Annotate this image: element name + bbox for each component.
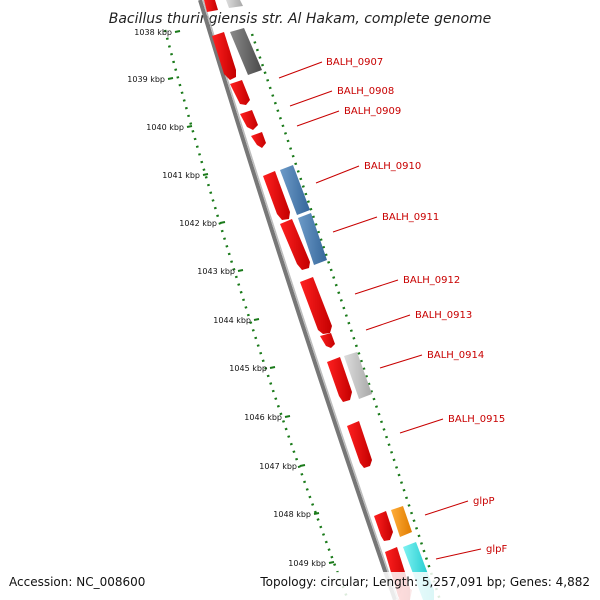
kbp-tick: [219, 221, 226, 224]
gene-arrow: [230, 80, 250, 105]
gene-arrow-blue: [280, 165, 310, 215]
gene-arrow-blue: [298, 213, 327, 265]
kbp-tick: [328, 561, 335, 564]
gene-label-connector: [315, 165, 360, 184]
gene-arrow: [300, 277, 332, 334]
gene-label[interactable]: BALH_0913: [415, 310, 472, 321]
gene-label-connector: [424, 500, 469, 516]
gene-label[interactable]: BALH_0912: [403, 275, 460, 286]
gene-label-connector: [399, 418, 444, 434]
kbp-label: 1043 kbp: [197, 267, 235, 276]
gene-label-connector: [278, 61, 323, 79]
gene-arrow: [320, 333, 335, 348]
kbp-tick: [202, 173, 209, 176]
gene-label[interactable]: BALH_0914: [427, 350, 484, 361]
kbp-labels: 1038 kbp 1039 kbp 1040 kbp 1041 kbp 1042 kbp…: [127, 28, 335, 568]
gene-arrow: [212, 32, 236, 80]
gene-arrow-gray: [226, 0, 243, 8]
genome-summary-text: Topology: circular; Length: 5,257,091 bp…: [259, 575, 590, 589]
gene-label-connector: [365, 314, 411, 331]
kbp-label: 1040 kbp: [146, 123, 184, 132]
gene-label[interactable]: BALH_0910: [364, 161, 421, 172]
gene-labels: BALH_0907 BALH_0908 BALH_0909 BALH_0910 BALH…: [278, 57, 507, 560]
kbp-tick: [174, 30, 181, 33]
kbp-label: 1046 kbp: [244, 413, 282, 422]
kbp-label: 1041 kbp: [162, 171, 200, 180]
gene-label-connector: [332, 216, 378, 233]
kbp-label: 1042 kbp: [179, 219, 217, 228]
kbp-tick: [284, 415, 291, 418]
kbp-tick: [237, 269, 244, 272]
footer-bg: [0, 572, 600, 600]
gene-label[interactable]: BALH_0911: [382, 212, 439, 223]
gene-label-connector: [354, 279, 399, 295]
kbp-label: 1047 kbp: [259, 462, 297, 471]
gene-arrow-gray: [344, 352, 372, 399]
gene-arrow: [347, 421, 372, 468]
kbp-label: 1048 kbp: [273, 510, 311, 519]
kbp-tick: [299, 464, 306, 467]
gene-arrow: [240, 110, 258, 130]
kbp-tick: [186, 125, 193, 128]
kbp-tick-track: [163, 29, 350, 600]
kbp-tick: [253, 318, 260, 321]
kbp-tick: [167, 77, 174, 80]
gene-label[interactable]: BALH_0908: [337, 86, 394, 97]
kbp-tick: [269, 366, 276, 369]
kbp-label: 1039 kbp: [127, 75, 165, 84]
gene-label[interactable]: glpP: [473, 496, 495, 507]
gene-features: [204, 0, 434, 600]
gene-arrow: [251, 132, 266, 148]
gene-arrow-gray: [230, 28, 262, 75]
kbp-label: 1049 kbp: [288, 559, 326, 568]
genome-backbone-highlight: [202, 0, 399, 600]
gc-tick-track: [250, 33, 442, 600]
gene-arrow: [204, 0, 218, 12]
gene-label-connector: [379, 354, 423, 369]
gene-arrow-orange: [391, 506, 412, 537]
gene-arrow: [327, 357, 352, 402]
gene-label[interactable]: BALH_0907: [326, 57, 383, 68]
gene-arrow: [263, 171, 290, 220]
gene-label-connector: [435, 548, 482, 560]
gene-label-connector: [289, 90, 333, 107]
kbp-tick: [313, 512, 320, 515]
gene-label[interactable]: glpF: [486, 544, 507, 555]
gene-label-connector: [296, 110, 340, 127]
gene-arrow: [374, 511, 393, 541]
kbp-label: 1038 kbp: [134, 28, 172, 37]
gene-label[interactable]: BALH_0909: [344, 106, 401, 117]
map-title: Bacillus thuringiensis str. Al Hakam, co…: [109, 11, 492, 27]
gene-label[interactable]: BALH_0915: [448, 414, 505, 425]
genome-backbone: [198, 0, 397, 600]
kbp-label: 1045 kbp: [229, 364, 267, 373]
gene-arrow: [280, 219, 310, 270]
kbp-label: 1044 kbp: [213, 316, 251, 325]
accession-text: Accession: NC_008600: [9, 575, 145, 589]
